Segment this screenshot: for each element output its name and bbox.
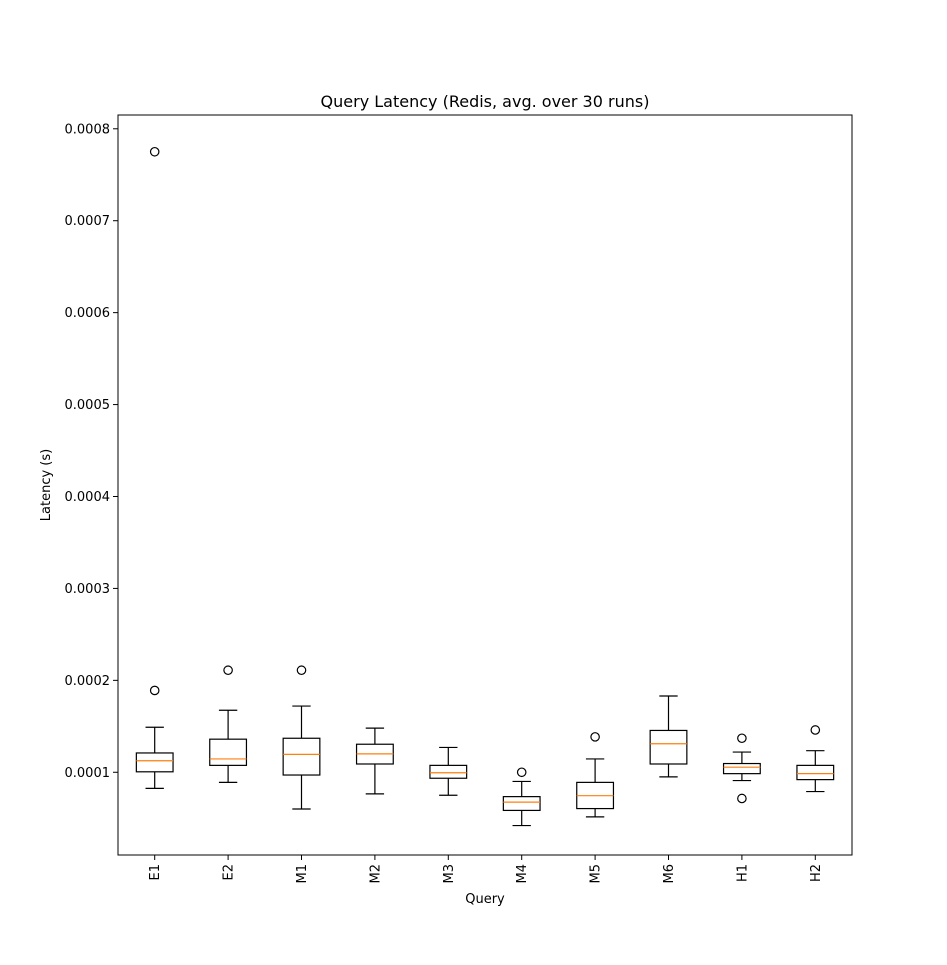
x-tick-label: H2 [809, 864, 824, 882]
x-tick-label: M2 [368, 864, 383, 884]
outlier-point [810, 725, 821, 735]
box-group-m3 [429, 746, 468, 796]
x-tick-label: E2 [222, 864, 237, 881]
outlier-point [149, 146, 160, 157]
iqr-box [209, 738, 248, 766]
y-tick-label: 0.0005 [65, 398, 111, 413]
outlier-point [296, 665, 307, 676]
outlier-point [516, 767, 527, 778]
axes-frame [117, 114, 853, 856]
iqr-box [429, 764, 468, 779]
outlier-point [737, 793, 747, 804]
x-tick-label: M6 [662, 864, 677, 884]
box-group-e2 [209, 665, 248, 783]
box-group-h1 [722, 733, 761, 804]
iqr-box [649, 729, 688, 765]
y-tick-label: 0.0002 [65, 674, 111, 689]
y-tick-label: 0.0003 [65, 582, 111, 597]
box-group-m4 [502, 767, 541, 827]
x-tick-label: M4 [515, 864, 530, 884]
iqr-box [502, 796, 541, 812]
outlier-point [737, 733, 747, 744]
box-group-m6 [649, 695, 688, 778]
x-tick-label: M1 [295, 864, 310, 884]
x-tick-label: E1 [148, 864, 163, 881]
iqr-box [722, 762, 761, 775]
box-group-e1 [135, 146, 174, 789]
box-group-m5 [576, 732, 615, 818]
box-group-m1 [282, 665, 321, 810]
x-tick-label: M3 [442, 864, 457, 884]
box-group-h2 [796, 725, 835, 793]
iqr-box [282, 737, 321, 776]
iqr-box [135, 752, 174, 773]
plot-area: 0.0001 0.0002 0.0003 0.0004 0.0005 0.0006 0.00… [65, 122, 835, 884]
outlier-point [223, 665, 233, 676]
iqr-box [796, 764, 835, 781]
y-tick-label: 0.0007 [65, 214, 111, 229]
chart-title: Query Latency (Redis, avg. over 30 runs) [321, 92, 650, 111]
y-tick-label: 0.0004 [65, 490, 111, 505]
x-axis-label: Query [465, 892, 505, 907]
outlier-point [590, 732, 600, 742]
y-tick-label: 0.0006 [65, 306, 111, 321]
y-tick-label: 0.0008 [65, 122, 111, 137]
x-tick-label: M5 [589, 864, 604, 884]
y-tick-label: 0.0001 [65, 766, 111, 781]
box-group-m2 [355, 727, 394, 795]
outlier-point [149, 685, 160, 696]
x-tick-label: H1 [735, 864, 750, 882]
y-axis-label: Latency (s) [39, 449, 54, 521]
